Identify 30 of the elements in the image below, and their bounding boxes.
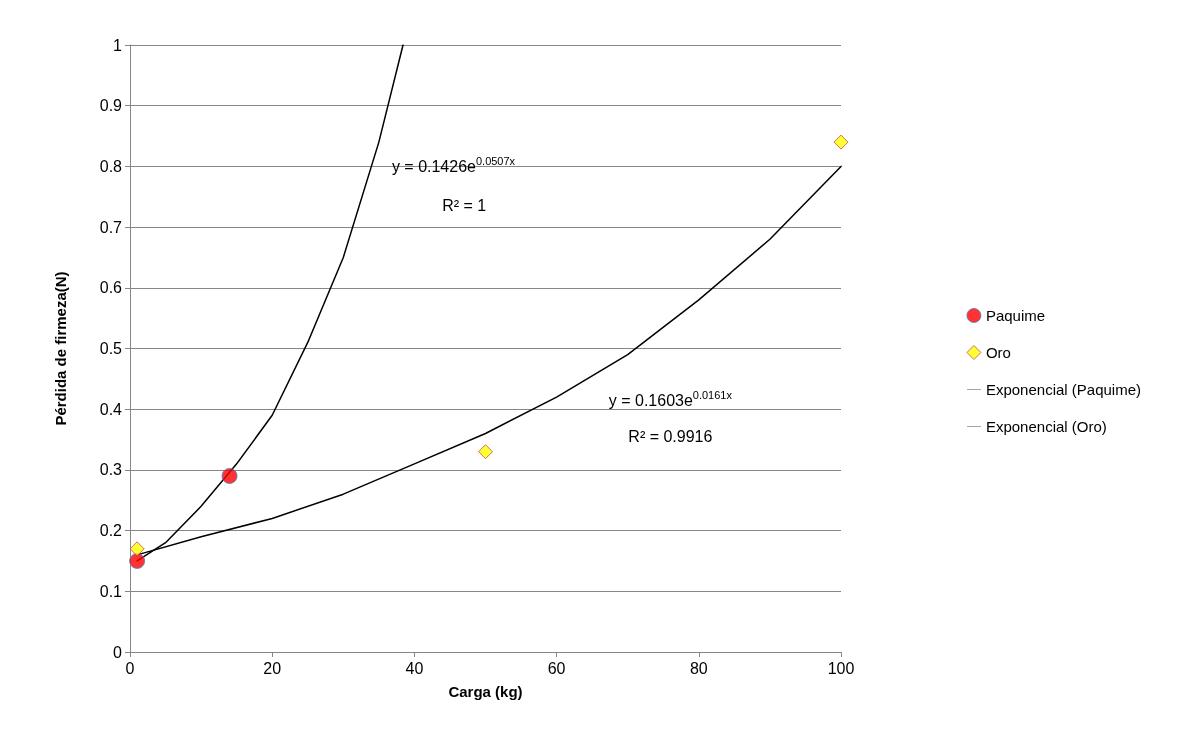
legend-label: Oro (985, 344, 1011, 361)
y-tick-label: 1 (113, 36, 123, 54)
annotation: R² = 0.9916 (628, 428, 713, 446)
annotation: R² = 1 (442, 197, 487, 215)
point (129, 552, 146, 569)
y-tick-label: 0.6 (99, 279, 123, 297)
y-tick-label: 0.2 (99, 522, 123, 540)
y-tick-label: 0.3 (99, 461, 123, 479)
point (478, 444, 493, 460)
x-tick-label: 20 (263, 659, 282, 677)
x-tick-label: 40 (405, 659, 424, 677)
legend-label: Exponencial (Oro) (985, 418, 1107, 435)
y-axis-title: Pérdida de firmeza(N) (52, 271, 69, 426)
y-tick-label: 0.5 (99, 340, 123, 357)
x-axis-title: Carga (kg) (448, 683, 523, 700)
y-tick-label: 0.7 (99, 218, 123, 236)
y-tick-label: 0.9 (99, 97, 123, 115)
y-tick-label: 0.4 (99, 400, 123, 418)
point (221, 467, 238, 484)
x-tick-label: 60 (547, 659, 566, 677)
y-tick-label: 0.8 (99, 157, 123, 175)
legend-label: Exponencial (Paquime) (985, 381, 1142, 398)
point (129, 541, 145, 557)
x-tick-label: 80 (689, 659, 708, 677)
y-tick-label: 0 (113, 643, 123, 661)
x-tick-label: 0 (125, 659, 135, 677)
x-tick-label: 100 (827, 659, 855, 677)
y-tick-label: 0.1 (99, 582, 123, 600)
point (833, 134, 849, 150)
legend-label: Paquime (985, 307, 1046, 324)
